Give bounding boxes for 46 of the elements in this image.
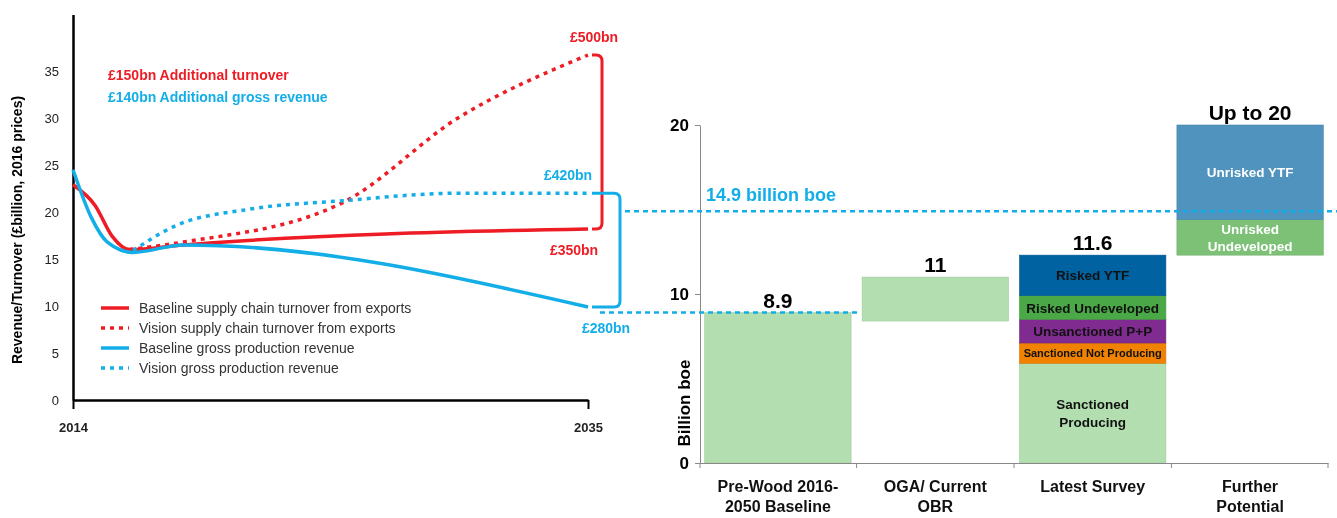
bar: [1176, 124, 1324, 220]
y-tick-label: 5: [51, 345, 59, 361]
bar: [861, 276, 1009, 322]
series-label: Sanctioned Not Producing: [1023, 347, 1162, 359]
series-label: Risked Undeveloped: [1026, 300, 1160, 316]
x-tick-label: Pre-Wood 2016-2050 Baseline: [717, 478, 839, 515]
ref-line-label: 14.9 billion boe: [706, 185, 837, 206]
x-tick-label: OGA/ Current OBR: [883, 478, 988, 515]
annotation: £140bn Additional gross revenue: [108, 89, 328, 105]
y-tick-label: 30: [44, 110, 59, 126]
legend-label: Baseline gross production revenue: [139, 340, 355, 356]
annotation: £500bn: [569, 29, 619, 46]
y-tick-label: 0: [51, 392, 59, 408]
bar: [704, 312, 852, 464]
y-axis-title: Revenue/Turnover (£billion, 2016 prices): [9, 95, 25, 365]
annotation: £350bn: [549, 241, 599, 258]
annotation: £150bn Additional turnover: [108, 67, 290, 83]
x-tick-label: Further Potential: [1216, 478, 1284, 515]
series-label: Risked YTF: [1056, 268, 1130, 284]
annotation: 8.9: [763, 288, 793, 312]
series-label: Unrisked YTF: [1206, 165, 1294, 181]
y-tick-label: 10: [670, 284, 689, 304]
y-tick-label: 15: [44, 251, 59, 267]
y-tick-label: 20: [670, 115, 689, 135]
legend-label: Baseline supply chain turnover from exports: [139, 300, 412, 316]
y-tick-label: 0: [679, 453, 689, 473]
x-tick-label: Latest Survey: [1040, 478, 1146, 495]
bar: [1019, 362, 1167, 464]
y-tick-label: 35: [44, 63, 59, 79]
bar: [1019, 254, 1167, 296]
annotation: Up to 20: [1208, 101, 1292, 124]
legend-label: Vision supply chain turnover from exports: [139, 320, 396, 336]
annotation: Sanctioned Producing: [1056, 397, 1130, 431]
annotation: 11.6: [1072, 231, 1113, 255]
x-tick-label: 2035: [574, 420, 603, 436]
series-label: Unsanctioned P+P: [1033, 324, 1153, 340]
y-tick-label: 25: [44, 157, 59, 173]
annotation: £420bn: [543, 167, 593, 184]
y-tick-label: 10: [44, 298, 59, 314]
annotation: £280bn: [581, 319, 631, 336]
legend-label: Vision gross production revenue: [139, 360, 339, 376]
y-tick-label: 20: [44, 204, 59, 220]
annotation: 11: [924, 253, 947, 277]
x-tick-label: 2014: [59, 420, 89, 436]
series-label: Unrisked Undeveloped: [1207, 221, 1293, 254]
y-axis-title: Billion boe: [675, 359, 694, 447]
